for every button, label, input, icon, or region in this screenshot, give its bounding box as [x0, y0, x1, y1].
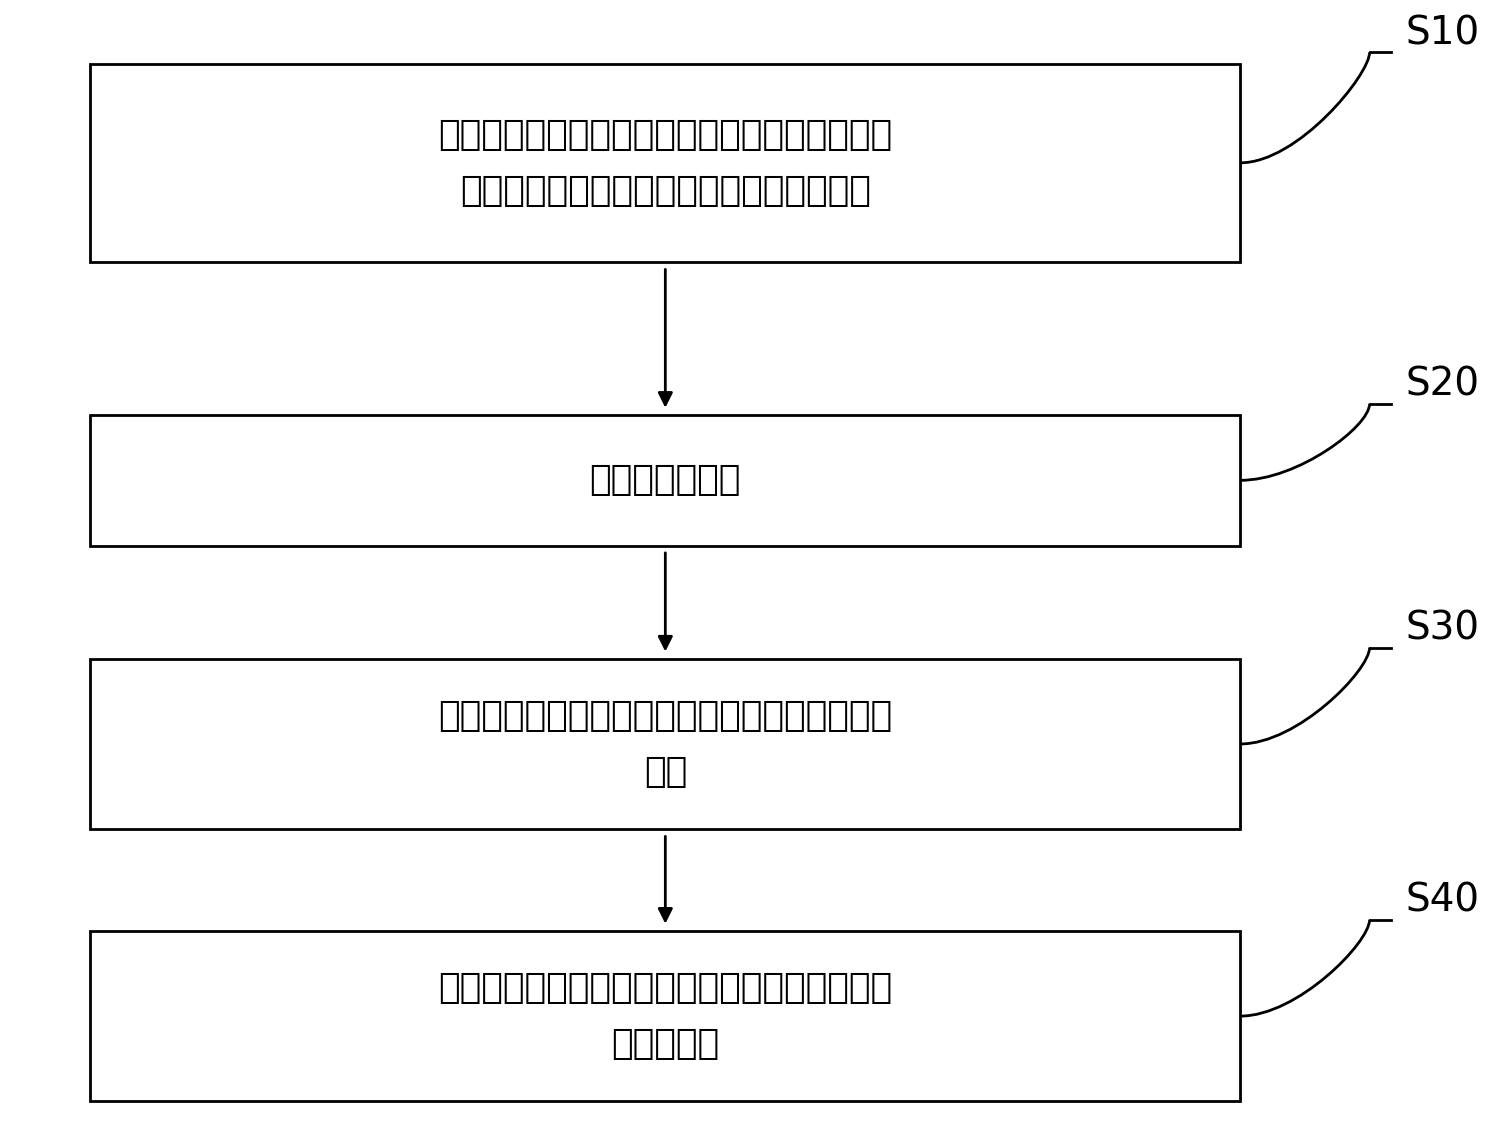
FancyBboxPatch shape — [91, 416, 1241, 545]
FancyBboxPatch shape — [91, 658, 1241, 829]
Text: 将识别结果以文本形式输出，供后续的数据处理
和分析使用: 将识别结果以文本形式输出，供后续的数据处理 和分析使用 — [438, 971, 893, 1061]
Text: 根据文件的类型采用对应的识别策略对文件进行
识别: 根据文件的类型采用对应的识别策略对文件进行 识别 — [438, 700, 893, 789]
Text: S10: S10 — [1406, 14, 1479, 53]
FancyBboxPatch shape — [91, 64, 1241, 262]
FancyBboxPatch shape — [91, 931, 1241, 1101]
Text: S40: S40 — [1406, 882, 1479, 919]
Text: S30: S30 — [1406, 609, 1479, 648]
Text: 获取需要管理的不同类型的文件，文件的类型包
括文本、图片、音频或视频中的一种或几种: 获取需要管理的不同类型的文件，文件的类型包 括文本、图片、音频或视频中的一种或几… — [438, 118, 893, 207]
Text: 判断文件的类型: 判断文件的类型 — [589, 464, 741, 497]
Text: S20: S20 — [1406, 365, 1479, 404]
